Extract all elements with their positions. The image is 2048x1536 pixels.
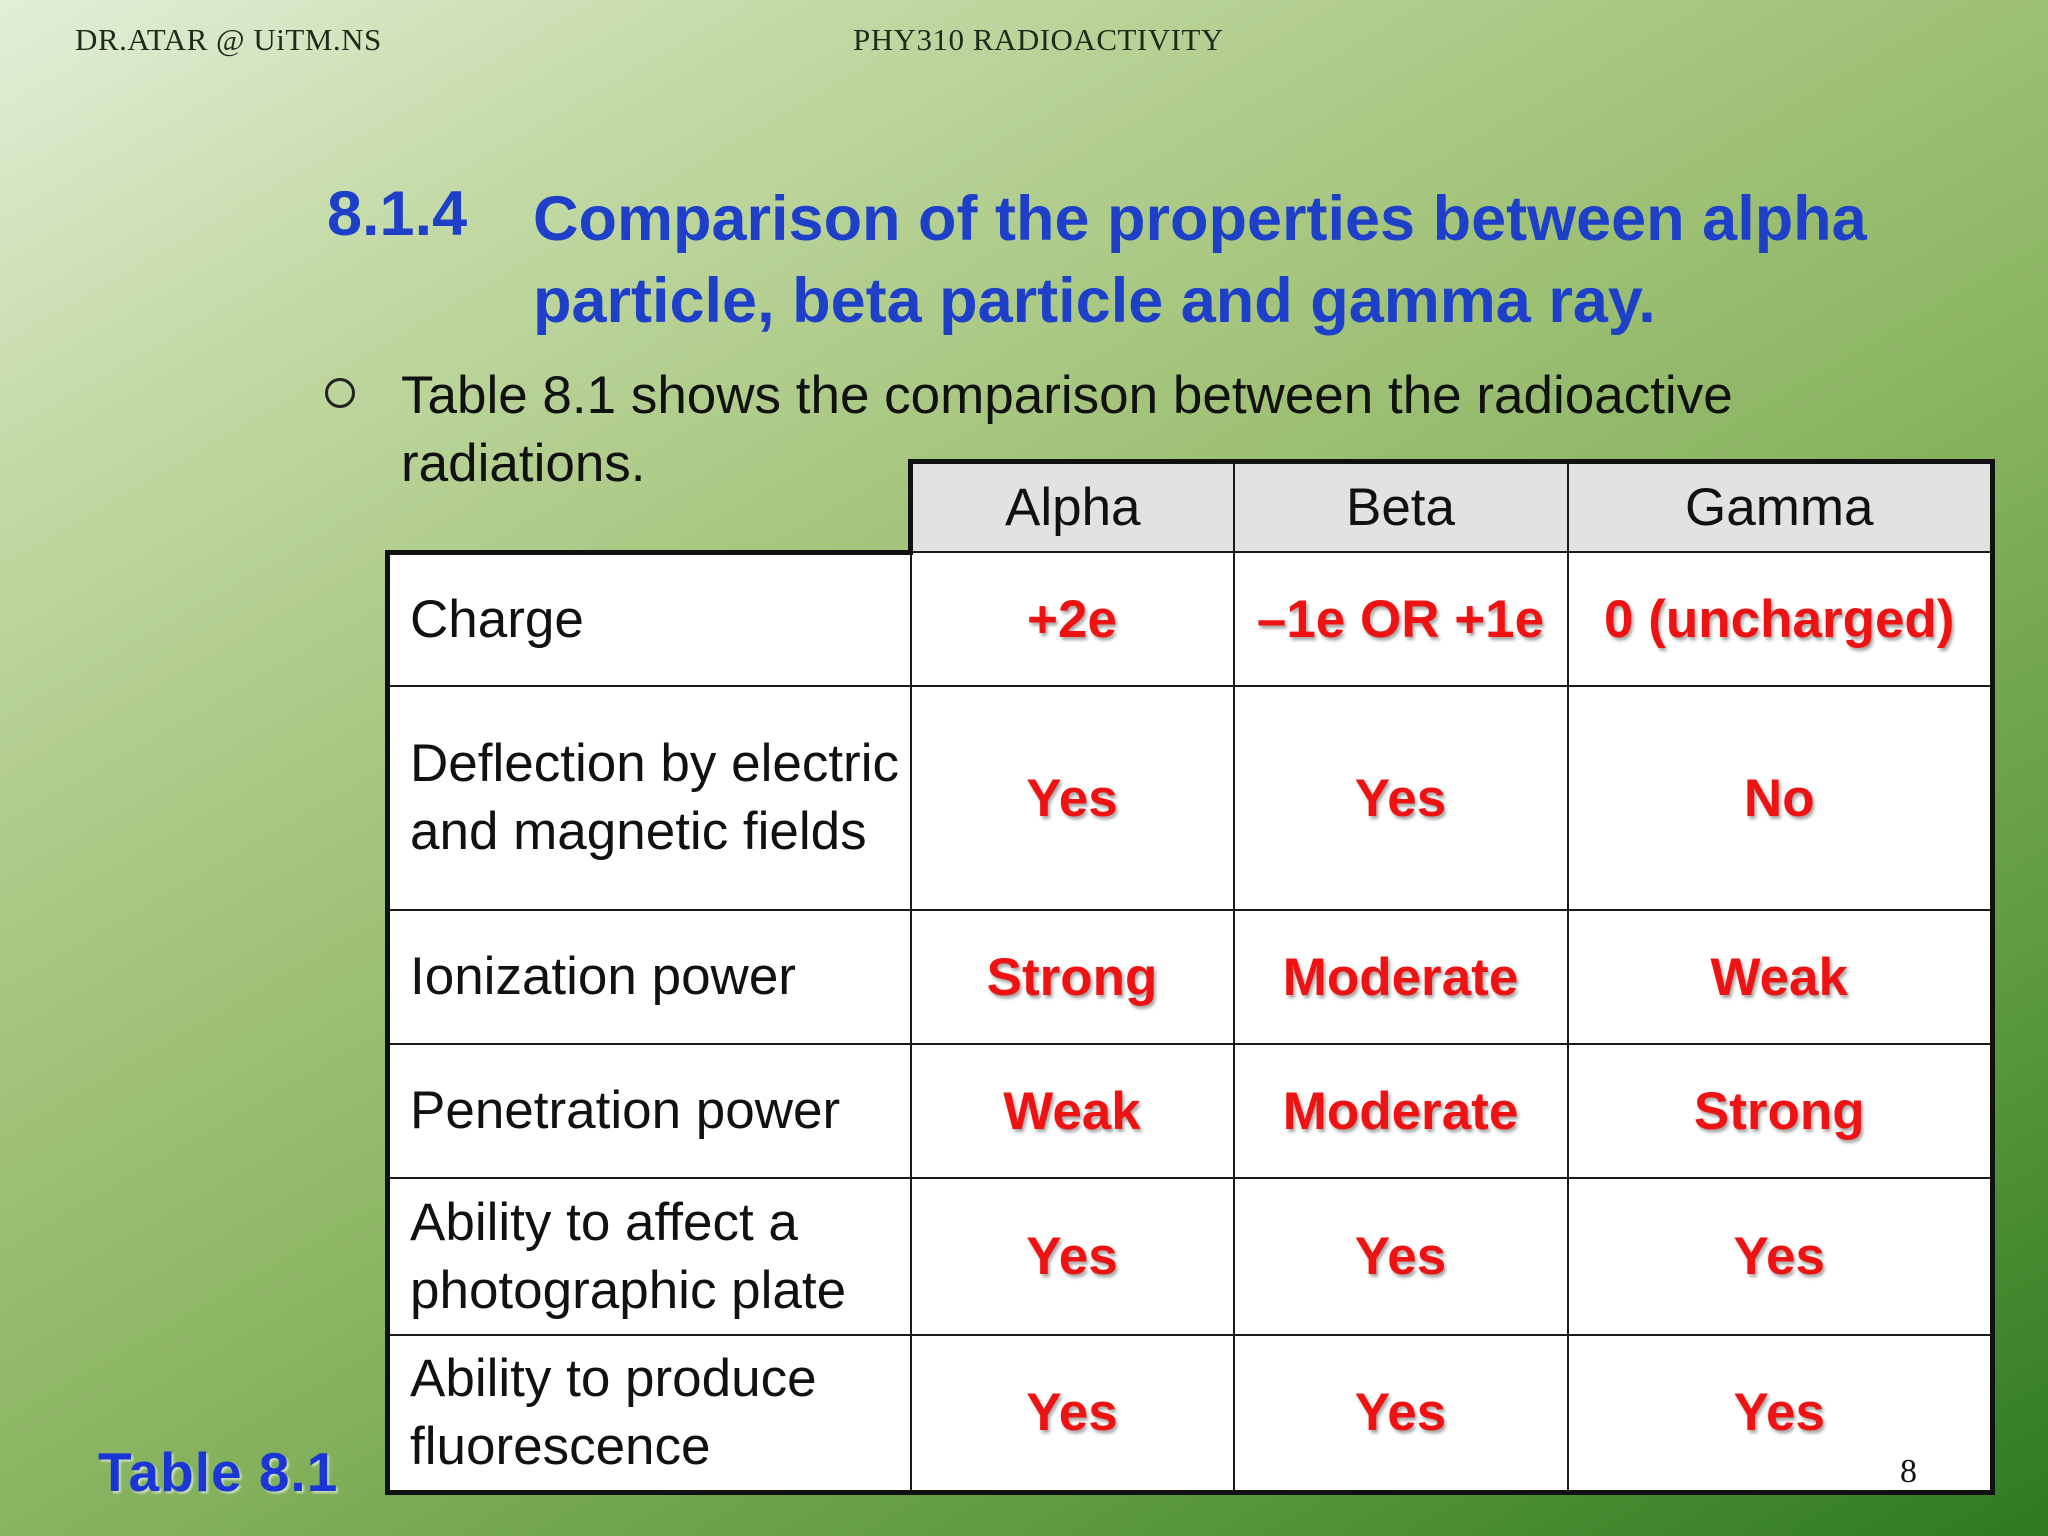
- row-label: Charge: [385, 551, 912, 687]
- cell-value: Weak: [909, 1043, 1235, 1179]
- table-row: Ability to affect a photographic plate Y…: [385, 1177, 1995, 1336]
- cell-value: Strong: [909, 909, 1235, 1045]
- cell-value: No: [1566, 685, 1995, 911]
- cell-value: 0 (uncharged): [1566, 551, 1995, 687]
- table-caption: Table 8.1: [98, 1441, 339, 1503]
- column-header-beta: Beta: [1232, 459, 1569, 553]
- row-label: Ability to produce fluorescence: [385, 1334, 912, 1495]
- cell-value: –1e OR +1e: [1232, 551, 1569, 687]
- table-row: Penetration power Weak Moderate Strong: [385, 1043, 1995, 1179]
- header-author: DR.ATAR @ UiTM.NS: [75, 22, 382, 57]
- cell-value: Moderate: [1232, 1043, 1569, 1179]
- cell-value: Yes: [1566, 1177, 1995, 1336]
- cell-value: +2e: [909, 551, 1235, 687]
- row-label: Ionization power: [385, 909, 912, 1045]
- cell-value: Yes: [1232, 1177, 1569, 1336]
- column-header-gamma: Gamma: [1566, 459, 1995, 553]
- cell-value: Yes: [909, 685, 1235, 911]
- cell-value: Yes: [909, 1334, 1235, 1495]
- row-label: Ability to affect a photographic plate: [385, 1177, 912, 1336]
- comparison-table: Alpha Beta Gamma Charge +2e –1e OR +1e 0…: [385, 459, 1995, 1495]
- table-row: Charge +2e –1e OR +1e 0 (uncharged): [385, 551, 1995, 687]
- page-number: 8: [1900, 1453, 1917, 1490]
- cell-value: Yes: [1232, 1334, 1569, 1495]
- table-corner: [387, 461, 911, 555]
- header-course: PHY310 RADIOACTIVITY: [853, 22, 1224, 57]
- cell-value: Yes: [909, 1177, 1235, 1336]
- cell-value: Yes: [1232, 685, 1569, 911]
- section-number: 8.1.4: [327, 179, 468, 249]
- cell-value: Weak: [1566, 909, 1995, 1045]
- table-row: Ionization power Strong Moderate Weak: [385, 909, 1995, 1045]
- cell-value: Yes: [1566, 1334, 1995, 1495]
- row-label: Deflection by electric and magnetic fiel…: [385, 685, 912, 911]
- section-title: Comparison of the properties between alp…: [533, 184, 1867, 336]
- table-row: Ability to produce fluorescence Yes Yes …: [385, 1334, 1995, 1495]
- table-row: Deflection by electric and magnetic fiel…: [385, 685, 1995, 911]
- cell-value: Moderate: [1232, 909, 1569, 1045]
- row-label: Penetration power: [385, 1043, 912, 1179]
- cell-value: Strong: [1566, 1043, 1995, 1179]
- bullet-circle-icon: [325, 378, 355, 408]
- column-header-alpha: Alpha: [908, 459, 1235, 553]
